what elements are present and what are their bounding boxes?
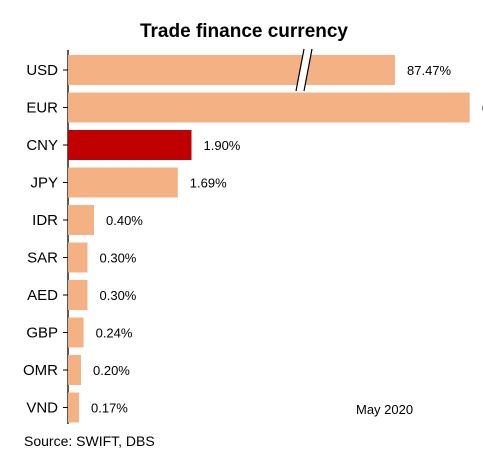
- category-label-eur: EUR: [26, 100, 58, 117]
- value-label-gbp: 0.24%: [96, 326, 133, 341]
- category-labels-layer: USD EUR CNY JPY IDR SAR AED GBP OMR VND: [23, 62, 68, 417]
- axis-break-gap: [296, 49, 312, 91]
- value-label-usd: 87.47%: [407, 63, 452, 78]
- axis-break-slash-2: [303, 48, 313, 92]
- bar-vnd: [68, 392, 80, 423]
- value-label-cny: 1.90%: [204, 138, 241, 153]
- category-label-omr: OMR: [23, 362, 58, 379]
- value-label-idr: 0.40%: [106, 213, 143, 228]
- value-label-jpy: 1.69%: [190, 176, 227, 191]
- axis-break-slash-1: [295, 48, 305, 92]
- value-labels-layer: 87.47% 6.18% 1.90% 1.69% 0.40% 0.30% 0.30% 0.24…: [91, 63, 483, 416]
- value-label-vnd: 0.17%: [91, 401, 128, 416]
- bar-eur: [68, 92, 470, 123]
- bar-jpy: [68, 167, 178, 198]
- date-annotation: May 2020: [356, 402, 413, 417]
- value-label-eur: 6.18%: [482, 101, 483, 116]
- category-label-gbp: GBP: [26, 325, 58, 342]
- category-label-usd: USD: [26, 62, 58, 79]
- category-label-jpy: JPY: [30, 175, 58, 192]
- bars-layer: [68, 55, 470, 423]
- value-label-aed: 0.30%: [100, 288, 137, 303]
- category-label-cny: CNY: [26, 137, 58, 154]
- bar-idr: [68, 205, 94, 235]
- category-label-idr: IDR: [32, 212, 58, 229]
- bar-usd: [68, 55, 395, 85]
- bar-cny: [68, 130, 192, 160]
- value-label-sar: 0.30%: [100, 251, 137, 266]
- value-label-omr: 0.20%: [93, 363, 130, 378]
- bar-omr: [68, 355, 81, 385]
- category-label-vnd: VND: [26, 400, 58, 417]
- chart-title: Trade finance currency: [140, 21, 348, 42]
- category-label-sar: SAR: [27, 250, 58, 267]
- source-note: Source: SWIFT, DBS: [24, 433, 155, 449]
- axis-break-layer: [295, 48, 313, 92]
- bar-aed: [68, 280, 88, 310]
- bar-gbp: [68, 317, 84, 348]
- category-label-aed: AED: [27, 287, 58, 304]
- bar-sar: [68, 242, 88, 273]
